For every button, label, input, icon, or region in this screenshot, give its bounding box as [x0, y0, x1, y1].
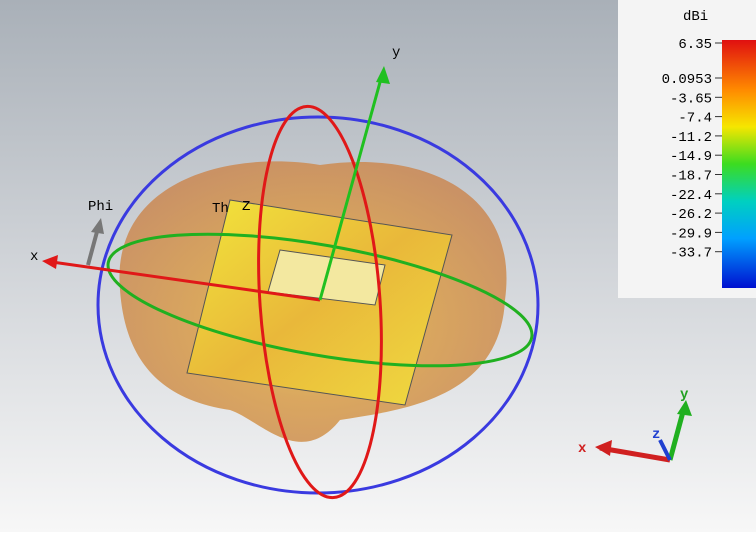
colorbar-labels: 6.35 0.0953 -3.65 -7.4 -11.2 -14.9 -18.7 -22.4 -… — [662, 37, 722, 262]
triad-x — [599, 445, 671, 463]
triad: x y z — [578, 387, 692, 463]
colorbar-label: 0.0953 — [662, 72, 712, 88]
triad-x-label: x — [578, 441, 587, 457]
colorbar-label: -33.7 — [670, 246, 712, 262]
triad-z — [658, 439, 672, 461]
y-label: y — [392, 45, 400, 61]
triad-z-label: z — [652, 427, 660, 443]
colorbar-label: -14.9 — [670, 149, 712, 165]
patch — [186, 199, 453, 406]
elevation-ellipse — [257, 104, 383, 500]
z-label: Z — [242, 199, 250, 215]
theta-label: Th — [212, 201, 229, 217]
colorbar-label: 6.35 — [678, 37, 712, 53]
phi-label: Phi — [88, 199, 113, 215]
colorbar-label: -3.65 — [670, 91, 712, 107]
phi-arrow — [91, 218, 104, 234]
x-axis — [51, 260, 321, 302]
colorbar-unit: dBi — [683, 9, 708, 25]
colorbar-label: -18.7 — [670, 169, 712, 185]
triad-y-label: y — [680, 387, 689, 403]
colorbar-label: -11.2 — [670, 130, 712, 146]
colorbar-label: -29.9 — [670, 226, 712, 242]
x-arrow — [42, 255, 58, 269]
colorbar — [722, 40, 756, 288]
colorbar-label: -22.4 — [670, 188, 712, 204]
phi-ellipse — [106, 232, 534, 368]
phi-axis — [86, 227, 100, 266]
triad-x-arrow — [595, 440, 612, 456]
y-arrow — [376, 66, 390, 84]
colorbar-label: -7.4 — [678, 111, 712, 127]
x-label: x — [30, 249, 38, 265]
triad-y-arrow — [677, 400, 692, 416]
y-axis — [318, 74, 384, 301]
colorbar-label: -26.2 — [670, 207, 712, 223]
triad-y — [667, 407, 687, 461]
